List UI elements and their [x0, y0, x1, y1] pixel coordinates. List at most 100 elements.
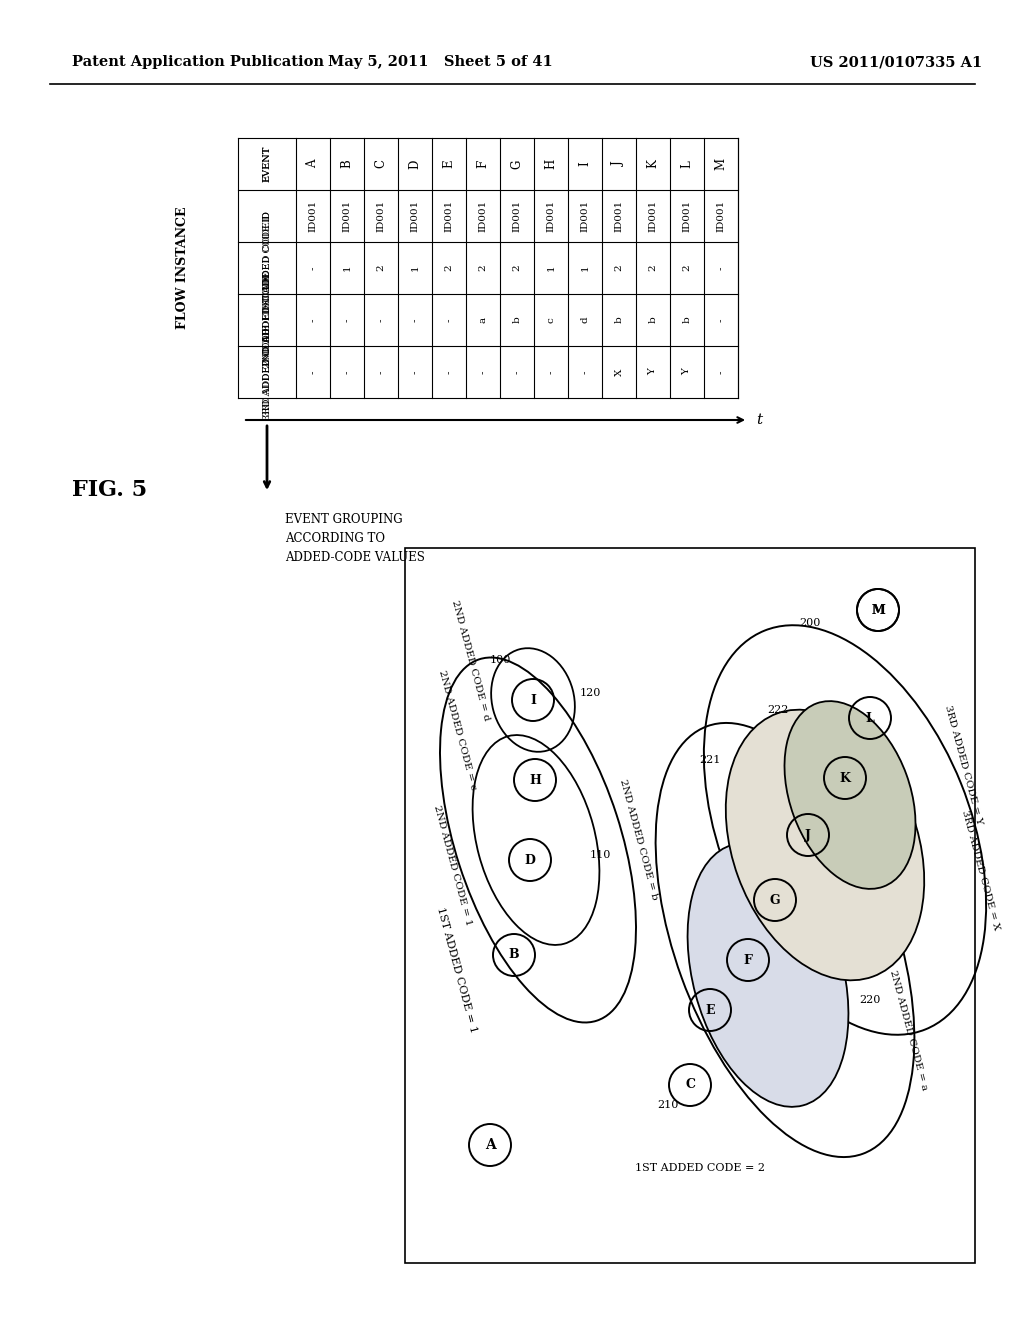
Text: 222: 222: [767, 705, 788, 715]
Text: d: d: [581, 317, 590, 323]
Text: 2: 2: [444, 265, 454, 272]
Text: 2ND ADDED CODE = d: 2ND ADDED CODE = d: [450, 599, 490, 721]
Text: b: b: [683, 317, 691, 323]
Text: Patent Application Publication: Patent Application Publication: [72, 55, 324, 69]
Text: -: -: [342, 318, 351, 322]
Text: -: -: [308, 267, 317, 269]
Text: J: J: [612, 161, 626, 166]
Text: May 5, 2011   Sheet 5 of 41: May 5, 2011 Sheet 5 of 41: [328, 55, 552, 69]
Text: ID001: ID001: [342, 199, 351, 232]
Text: 2ND ADDED CODE = b: 2ND ADDED CODE = b: [618, 779, 659, 902]
Text: ID001: ID001: [512, 199, 521, 232]
Text: 2: 2: [512, 265, 521, 272]
Text: b: b: [614, 317, 624, 323]
Text: -: -: [717, 370, 725, 374]
Text: ID001: ID001: [547, 199, 555, 232]
Text: 2ND ADDED CODE = 1: 2ND ADDED CODE = 1: [432, 804, 473, 927]
Text: B: B: [341, 160, 353, 169]
FancyBboxPatch shape: [406, 548, 975, 1263]
Text: M: M: [871, 603, 885, 616]
Text: A: A: [484, 1138, 496, 1152]
Text: EVENT GROUPING
ACCORDING TO
ADDED-CODE VALUES: EVENT GROUPING ACCORDING TO ADDED-CODE V…: [285, 513, 425, 564]
Text: -: -: [444, 370, 454, 374]
Text: FLOW INSTANCE: FLOW INSTANCE: [175, 207, 188, 329]
Text: ID001: ID001: [377, 199, 385, 232]
Text: -: -: [377, 318, 385, 322]
Text: 3RD ADDED CODE: 3RD ADDED CODE: [262, 327, 271, 416]
Text: F: F: [743, 953, 753, 966]
Text: G: G: [770, 894, 780, 907]
Text: G: G: [511, 160, 523, 169]
Text: -: -: [581, 370, 590, 374]
Text: 3RD ADDED CODE: 3RD ADDED CODE: [262, 325, 271, 420]
Text: ID001: ID001: [648, 199, 657, 232]
Text: 1: 1: [411, 265, 420, 272]
Text: US 2011/0107335 A1: US 2011/0107335 A1: [810, 55, 982, 69]
Text: H: H: [529, 774, 541, 787]
Text: EVENT: EVENT: [262, 145, 271, 182]
Text: -: -: [717, 267, 725, 269]
Text: F: F: [476, 160, 489, 168]
Text: C: C: [685, 1078, 695, 1092]
Text: D: D: [409, 160, 422, 169]
Text: 2ND ADDED CODE = a: 2ND ADDED CODE = a: [888, 969, 929, 1092]
Text: 1ST ADDED CODE: 1ST ADDED CODE: [262, 224, 271, 312]
Text: -: -: [342, 370, 351, 374]
Text: EVENT: EVENT: [262, 145, 271, 182]
Text: B: B: [509, 949, 519, 961]
Text: b: b: [512, 317, 521, 323]
Text: FIG. 5: FIG. 5: [72, 479, 147, 502]
Text: ID001: ID001: [308, 199, 317, 232]
Ellipse shape: [687, 843, 849, 1107]
Text: 200: 200: [800, 618, 820, 628]
Text: J: J: [805, 829, 811, 842]
Text: ID001: ID001: [614, 199, 624, 232]
Text: K: K: [646, 160, 659, 169]
Ellipse shape: [726, 710, 925, 981]
Text: L: L: [681, 160, 693, 168]
Text: X: X: [614, 368, 624, 376]
Text: 3RD ADDED CODE = Y: 3RD ADDED CODE = Y: [943, 705, 984, 826]
Text: I: I: [530, 693, 536, 706]
Text: -: -: [717, 318, 725, 322]
Text: b: b: [648, 317, 657, 323]
Text: ID001: ID001: [411, 199, 420, 232]
Text: 2: 2: [614, 265, 624, 272]
Text: 210: 210: [657, 1100, 679, 1110]
Text: ID001: ID001: [683, 199, 691, 232]
Text: ID: ID: [262, 211, 271, 222]
Text: M: M: [715, 158, 727, 170]
Text: t: t: [756, 413, 762, 426]
Text: H: H: [545, 158, 557, 169]
Text: 2: 2: [683, 265, 691, 272]
Text: Y: Y: [648, 368, 657, 375]
Text: -: -: [308, 370, 317, 374]
Text: ID001: ID001: [478, 199, 487, 232]
Text: 1ST ADDED CODE: 1ST ADDED CODE: [262, 220, 271, 315]
Text: K: K: [840, 771, 851, 784]
Text: 221: 221: [699, 755, 721, 766]
Text: ID001: ID001: [444, 199, 454, 232]
Text: 1: 1: [581, 265, 590, 272]
Text: ID001: ID001: [717, 199, 725, 232]
Text: -: -: [547, 370, 555, 374]
Text: -: -: [308, 318, 317, 322]
Text: D: D: [524, 854, 536, 866]
Text: a: a: [478, 317, 487, 323]
Text: 1ST ADDED CODE = 1: 1ST ADDED CODE = 1: [435, 906, 478, 1034]
Text: 2ND ADDED CODE: 2ND ADDED CODE: [262, 276, 271, 364]
Text: Y: Y: [683, 368, 691, 375]
Text: E: E: [706, 1003, 715, 1016]
Text: 120: 120: [580, 688, 601, 698]
Text: 2ND ADDED CODE: 2ND ADDED CODE: [262, 272, 271, 368]
Text: A: A: [306, 160, 319, 168]
Text: c: c: [547, 317, 555, 323]
Text: M: M: [871, 603, 885, 616]
Text: -: -: [411, 318, 420, 322]
Text: 2: 2: [648, 265, 657, 272]
Text: E: E: [442, 160, 456, 169]
Text: 2: 2: [377, 265, 385, 272]
Text: ID001: ID001: [581, 199, 590, 232]
Text: 110: 110: [590, 850, 610, 861]
Text: 100: 100: [489, 655, 511, 665]
